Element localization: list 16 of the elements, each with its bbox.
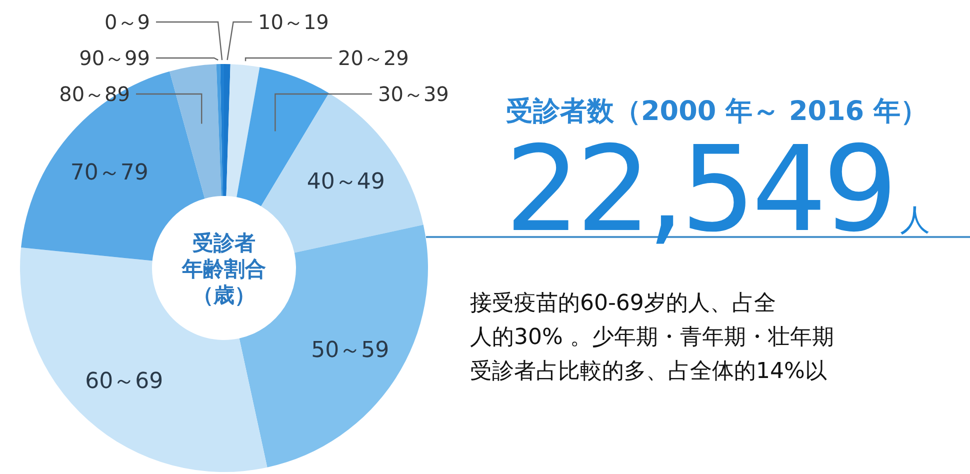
text: 人 <box>900 203 930 238</box>
slice-label: 40～49 <box>306 170 385 195</box>
slice-label: 20～29 <box>338 46 409 70</box>
slice-label: 10～19 <box>258 10 329 34</box>
slice-label: 60～69 <box>85 368 164 394</box>
text: 接受疫苗的60-69岁的人、占全 <box>470 291 776 316</box>
slice-label: 30～39 <box>378 82 449 106</box>
text: （歳） <box>192 283 256 307</box>
text: 受診者占比較的多、占全体的14%以 <box>470 359 827 384</box>
slice-label: 0～9 <box>104 10 150 34</box>
slice-label: 50～59 <box>311 338 390 364</box>
text: 受診者 <box>192 231 256 255</box>
slice-label: 90～99 <box>79 46 150 70</box>
text: 年齢割合 <box>181 257 266 281</box>
slice-label: 70～79 <box>70 160 148 186</box>
text: 人的30% 。少年期・青年期・壮年期 <box>470 325 834 350</box>
